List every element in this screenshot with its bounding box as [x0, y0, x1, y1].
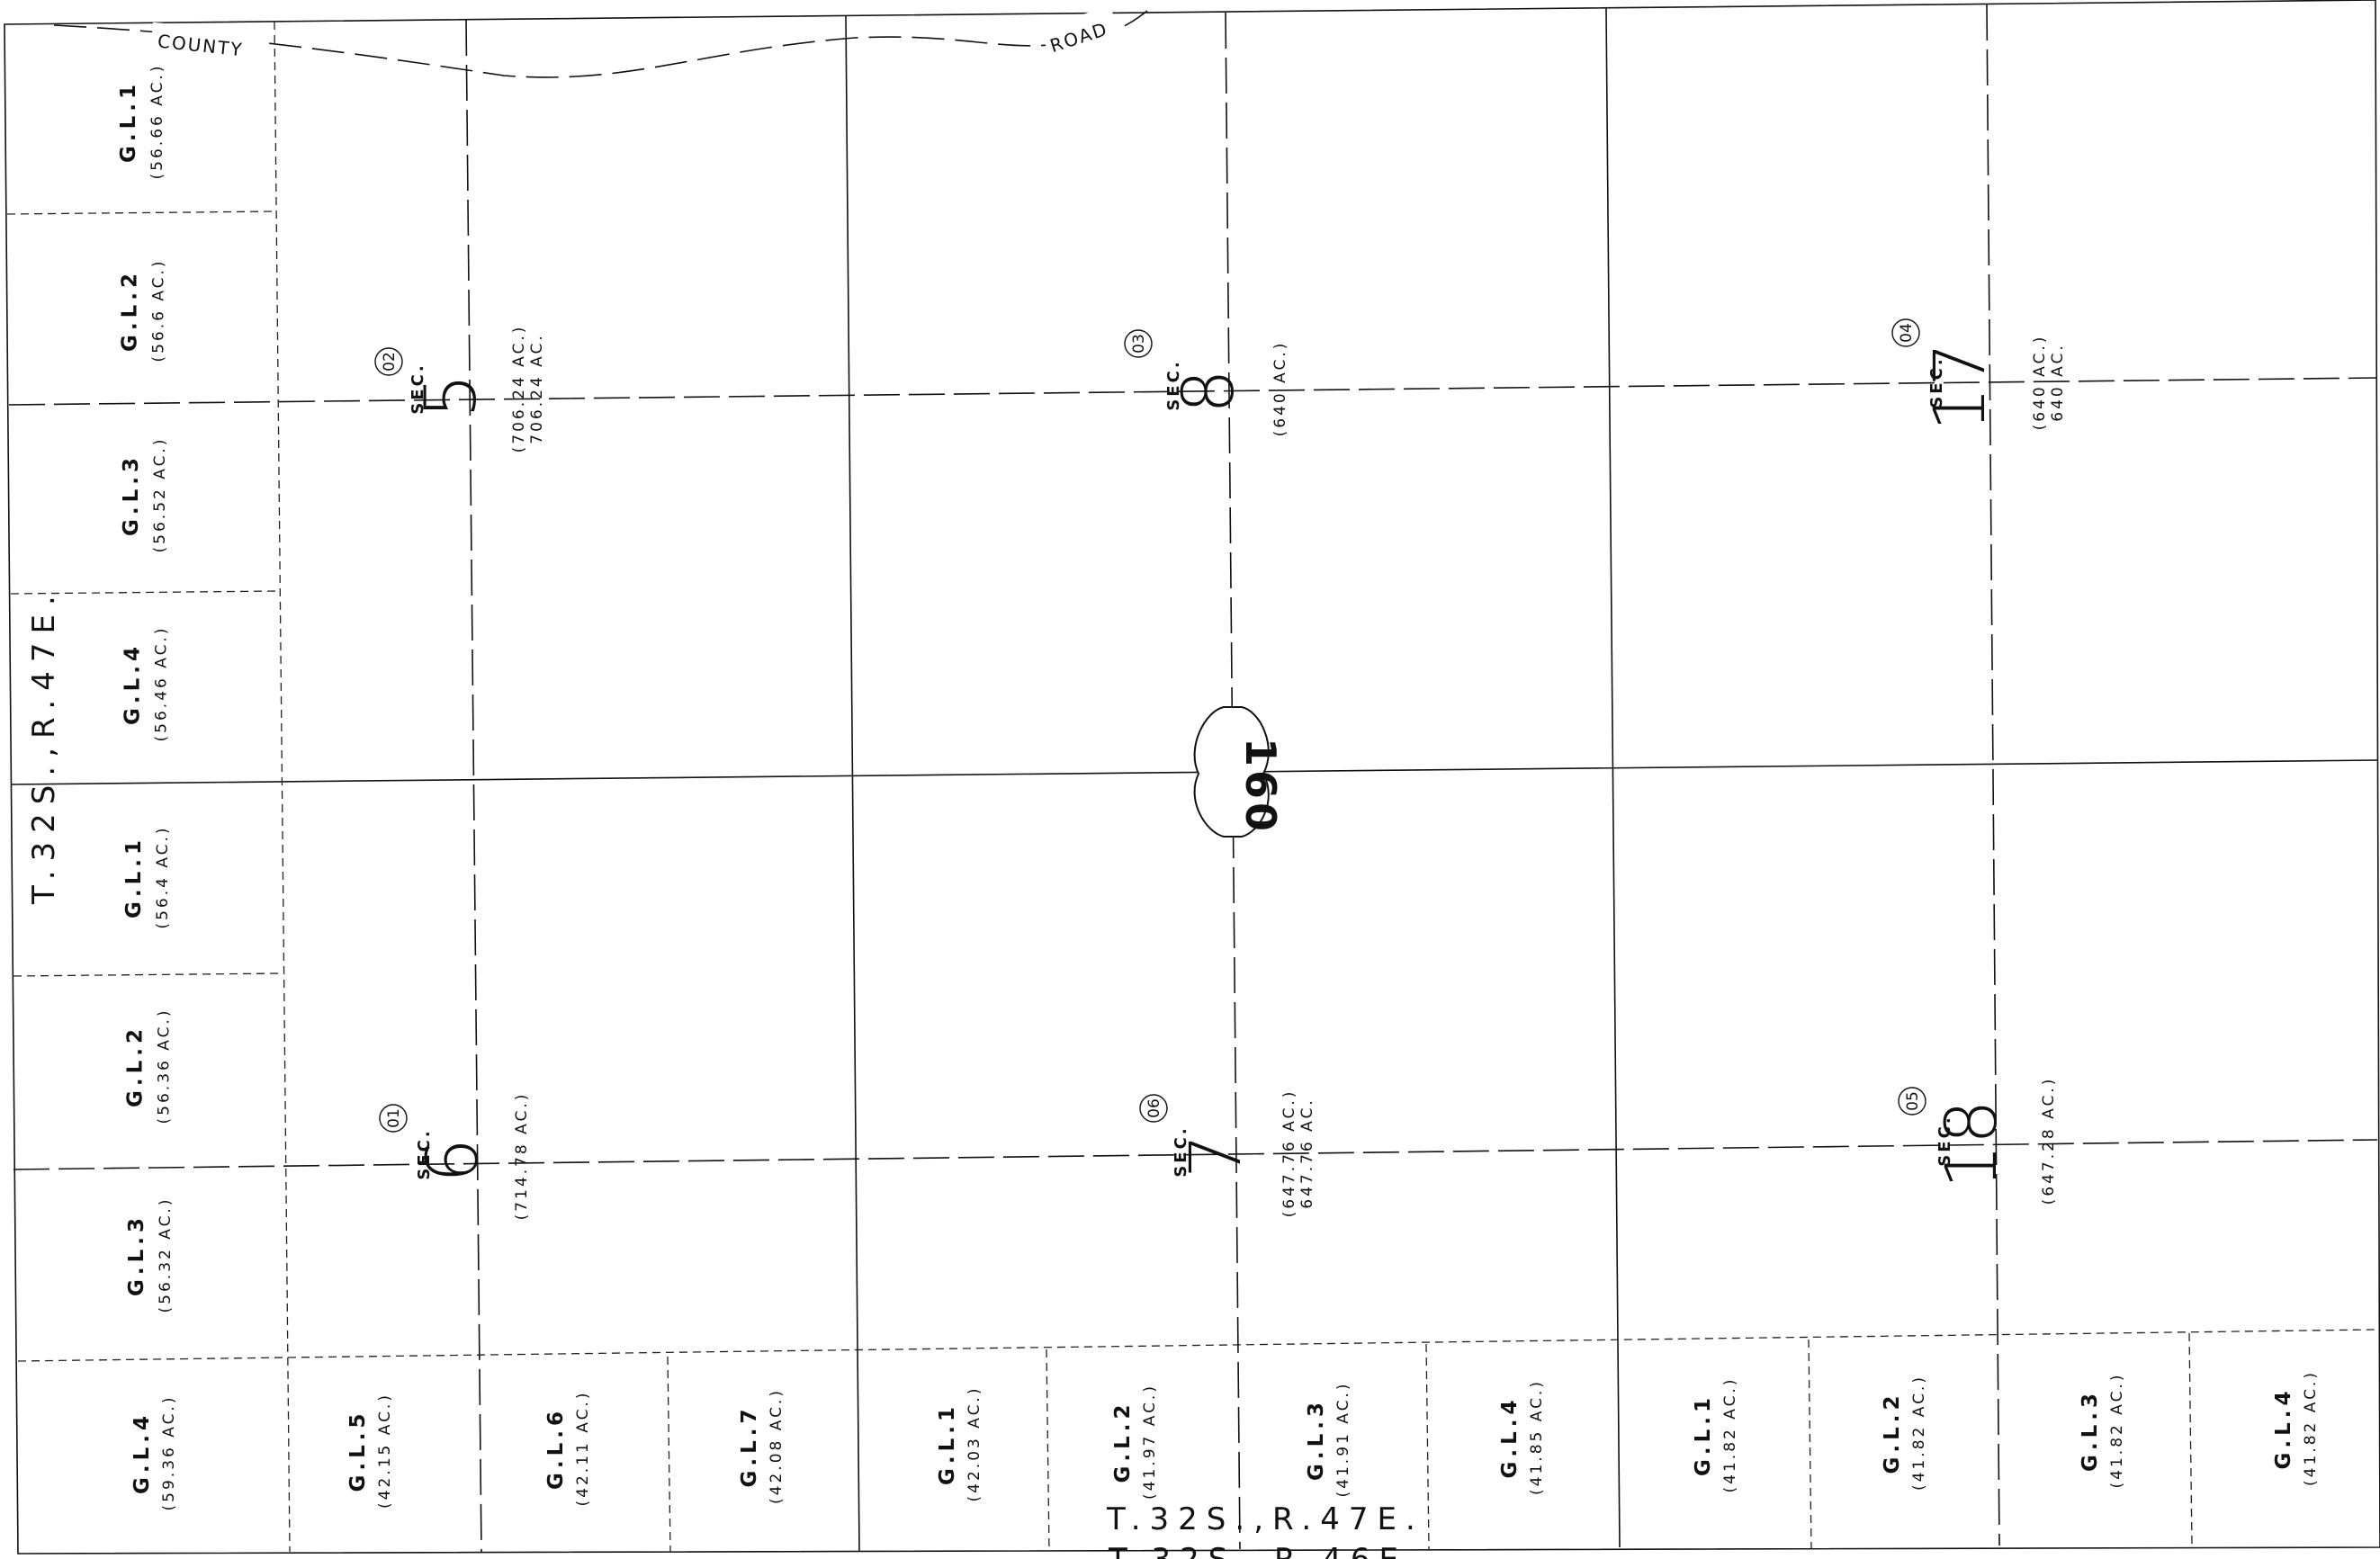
lot-acreage: (41.82 AC.) [1721, 1377, 1739, 1493]
lot-line [667, 1356, 671, 1553]
lot-line [1425, 1343, 1430, 1550]
parcel-number-circle [379, 1104, 408, 1133]
section-acreage: (640 AC.) [1271, 341, 1289, 437]
section-label: SEC. [1164, 359, 1183, 410]
lot-acreage: (56.46 AC.) [153, 626, 171, 742]
quarter-line [1986, 4, 2000, 1546]
map-border [4, 0, 2380, 1555]
section-label: SEC. [1935, 1115, 1954, 1166]
lot-label: G.L.7 [738, 1404, 761, 1487]
section-label: SEC. [1927, 356, 1946, 408]
parcel-number-circle [1898, 1087, 1926, 1115]
lot-line [13, 972, 284, 977]
parcel-number: 06 [1145, 1098, 1163, 1118]
lot-label: G.L.2 [119, 269, 142, 352]
lot-acreage: (42.03 AC.) [965, 1386, 983, 1502]
lot-label: G.L.2 [124, 1025, 148, 1107]
lot-acreage: (41.82 AC.) [2302, 1370, 2320, 1486]
quarter-line [13, 1139, 2378, 1170]
lot-label: G.L.4 [130, 1411, 154, 1494]
quarter-line [8, 377, 2378, 406]
section-number: 17 [1920, 342, 2001, 431]
section-acreage: (706.24 AC.) [510, 325, 528, 453]
parcel-number: 05 [1904, 1091, 1922, 1111]
lot-line [17, 1329, 2376, 1362]
lot-label: G.L.4 [1498, 1395, 1522, 1478]
parcel-number: 03 [1130, 334, 1148, 354]
township-label-bottom: T.32S.,R.47E. [1106, 1501, 1424, 1537]
lot-acreage: (41.91 AC.) [1334, 1382, 1352, 1498]
section-number: 6 [413, 1138, 494, 1183]
lot-line [2188, 1332, 2193, 1548]
lot-line [6, 211, 275, 215]
section-acreage: (714.78 AC.) [513, 1092, 531, 1221]
lot-acreage: (56.32 AC.) [157, 1197, 175, 1313]
section-acreage: (647.76 AC.) [1280, 1089, 1298, 1218]
section-number: 5 [411, 373, 492, 418]
lot-acreage: (59.36 AC.) [160, 1395, 178, 1511]
lot-label: G.L.3 [120, 453, 143, 536]
lot-label: G.L.4 [121, 642, 145, 725]
parcel-number: 04 [1898, 323, 1916, 343]
left-lot-labels: G.L.1 (56.66 AC.) G.L.2 (56.6 AC.) G.L.3 (56.… [117, 64, 175, 1313]
parcel-number: 01 [385, 1108, 403, 1128]
county-road [53, 10, 1148, 78]
book-page-number: 160 [1236, 738, 1285, 835]
lot-acreage: (56.52 AC.) [151, 437, 169, 553]
lot-line [1808, 1339, 1812, 1550]
lot-label: G.L.1 [936, 1402, 959, 1485]
lot-label: G.L.2 [1881, 1391, 1904, 1474]
section-label: SEC. [415, 1128, 434, 1179]
bottom-lot-labels: G.L.4 (59.36 AC.) G.L.5 (42.15 AC.) G.L.6 (42… [130, 1370, 2320, 1510]
lot-acreage: (41.82 AC.) [1910, 1375, 1928, 1491]
lot-acreage: (56.4 AC.) [154, 825, 172, 928]
parcel-number: 02 [381, 352, 399, 372]
section-acreage: (647.28 AC.) [2040, 1077, 2058, 1205]
section-acreage: 647.76 AC. [1298, 1098, 1316, 1209]
book-page-badge: 160 [1193, 706, 1285, 838]
section-line [1605, 7, 1621, 1548]
section-label: SEC. [409, 363, 427, 414]
section-number: 8 [1169, 369, 1250, 414]
lot-acreage: (41.97 AC.) [1141, 1384, 1159, 1500]
parcel-number-circle [1891, 318, 1920, 347]
lot-label: G.L.4 [2272, 1386, 2295, 1469]
lot-line [274, 21, 291, 1553]
lot-acreage: (56.66 AC.) [148, 64, 166, 180]
parcel-number-circle [1124, 329, 1153, 358]
lot-label: G.L.1 [117, 80, 140, 163]
lot-acreage: (42.11 AC.) [574, 1391, 592, 1507]
lot-label: G.L.6 [544, 1407, 568, 1490]
section-acreage: (640 AC.) [2031, 335, 2049, 431]
lot-label: G.L.1 [122, 836, 146, 918]
lot-label: G.L.2 [1111, 1400, 1135, 1483]
section-acreage: 706.24 AC. [528, 333, 546, 444]
lot-acreage: (56.36 AC.) [156, 1008, 174, 1124]
lot-acreage: (41.82 AC.) [2108, 1373, 2126, 1489]
lot-line [10, 590, 280, 595]
section-line [10, 759, 2378, 785]
township-label-bottom-cut: T.32S.,R.46E. [1108, 1542, 1426, 1559]
lot-acreage: (41.85 AC.) [1528, 1379, 1546, 1495]
section-line [845, 15, 860, 1553]
lot-label: G.L.3 [2079, 1389, 2102, 1472]
lot-label: G.L.1 [1692, 1393, 1715, 1476]
parcel-number-circle [1139, 1094, 1168, 1123]
parcel-number-circle [374, 347, 403, 376]
lot-label: G.L.5 [346, 1409, 370, 1492]
section-number: 7 [1176, 1133, 1257, 1178]
lot-acreage: (42.15 AC.) [376, 1393, 394, 1509]
lot-acreage: (42.08 AC.) [768, 1388, 786, 1504]
section-number: 18 [1932, 1099, 2013, 1188]
lot-line [1046, 1348, 1050, 1553]
lot-acreage: (56.6 AC.) [150, 258, 168, 362]
lot-label: G.L.3 [1305, 1398, 1328, 1481]
township-label-left: T.32S.,R.47E. [26, 587, 62, 905]
lot-label: G.L.3 [125, 1214, 148, 1296]
section-acreage: 640 AC. [2049, 343, 2067, 421]
section-label: SEC. [1172, 1125, 1190, 1177]
quarter-line [465, 19, 482, 1553]
